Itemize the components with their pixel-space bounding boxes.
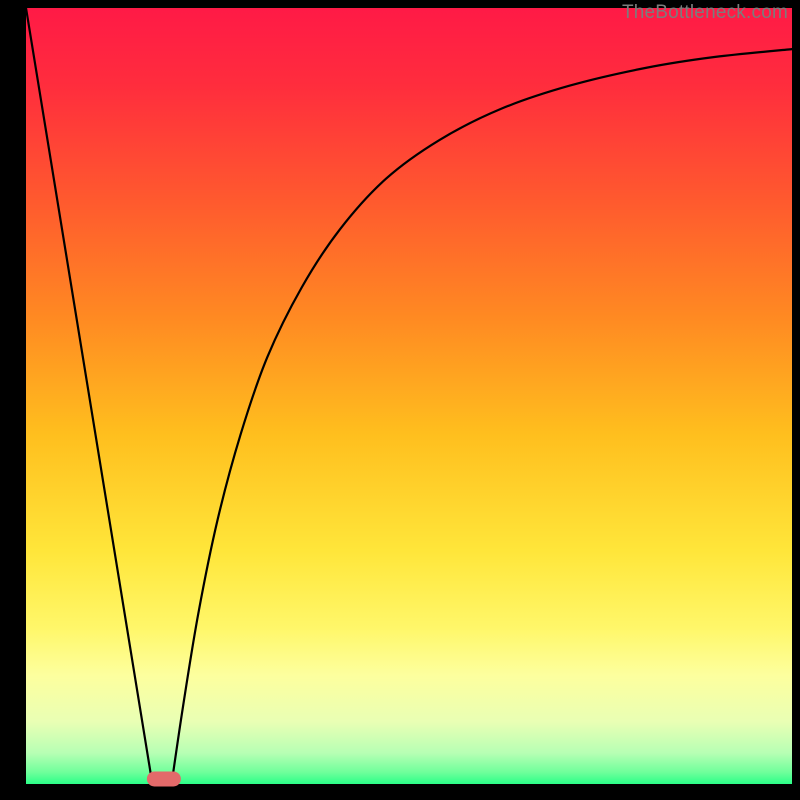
chart-container: TheBottleneck.com xyxy=(0,0,800,800)
bottleneck-chart xyxy=(0,0,800,800)
